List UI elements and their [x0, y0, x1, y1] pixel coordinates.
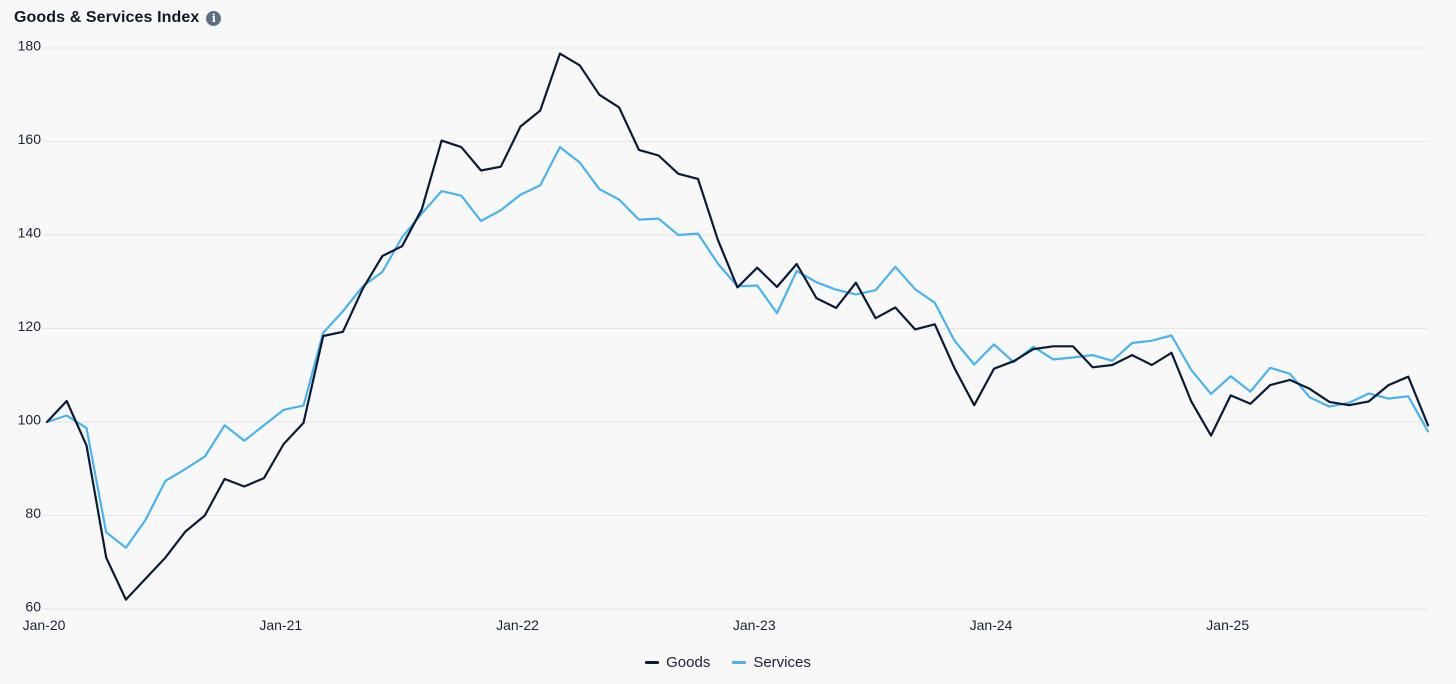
- legend-item-goods[interactable]: Goods: [645, 654, 710, 671]
- info-icon[interactable]: i: [206, 10, 222, 26]
- grid-lines: [43, 47, 1428, 610]
- legend-swatch-goods: [645, 661, 660, 664]
- y-tick-label: 180: [18, 38, 42, 54]
- chart-header: Goods & Services Index i: [14, 6, 222, 30]
- x-tick-label: Jan-20: [23, 617, 66, 633]
- legend-label-services: Services: [753, 654, 811, 671]
- y-tick-label: 140: [18, 225, 42, 241]
- series-lines: [45, 52, 1430, 601]
- y-tick-label: 160: [18, 131, 42, 147]
- legend-item-services[interactable]: Services: [732, 654, 811, 671]
- y-tick-label: 100: [18, 412, 42, 428]
- y-tick-label: 80: [25, 505, 41, 521]
- x-tick-label: Jan-23: [733, 617, 776, 633]
- x-tick-label: Jan-21: [259, 617, 302, 633]
- y-tick-label: 120: [18, 318, 42, 334]
- chart-legend: Goods Services: [0, 654, 1456, 671]
- series-line-services[interactable]: [45, 146, 1430, 549]
- x-tick-label: Jan-24: [970, 617, 1013, 633]
- legend-swatch-services: [732, 661, 747, 664]
- x-tick-label: Jan-22: [496, 617, 539, 633]
- chart-title: Goods & Services Index: [14, 9, 200, 26]
- legend-label-goods: Goods: [666, 654, 711, 671]
- series-line-goods[interactable]: [45, 52, 1430, 601]
- x-axis-tick-labels: Jan-20 Jan-21 Jan-22 Jan-23 Jan-24 Jan-25: [23, 617, 1250, 633]
- y-tick-label: 60: [25, 599, 41, 615]
- x-tick-label: Jan-25: [1206, 617, 1249, 633]
- y-axis-tick-labels: 60 80 100 120 140 160 180: [18, 38, 42, 615]
